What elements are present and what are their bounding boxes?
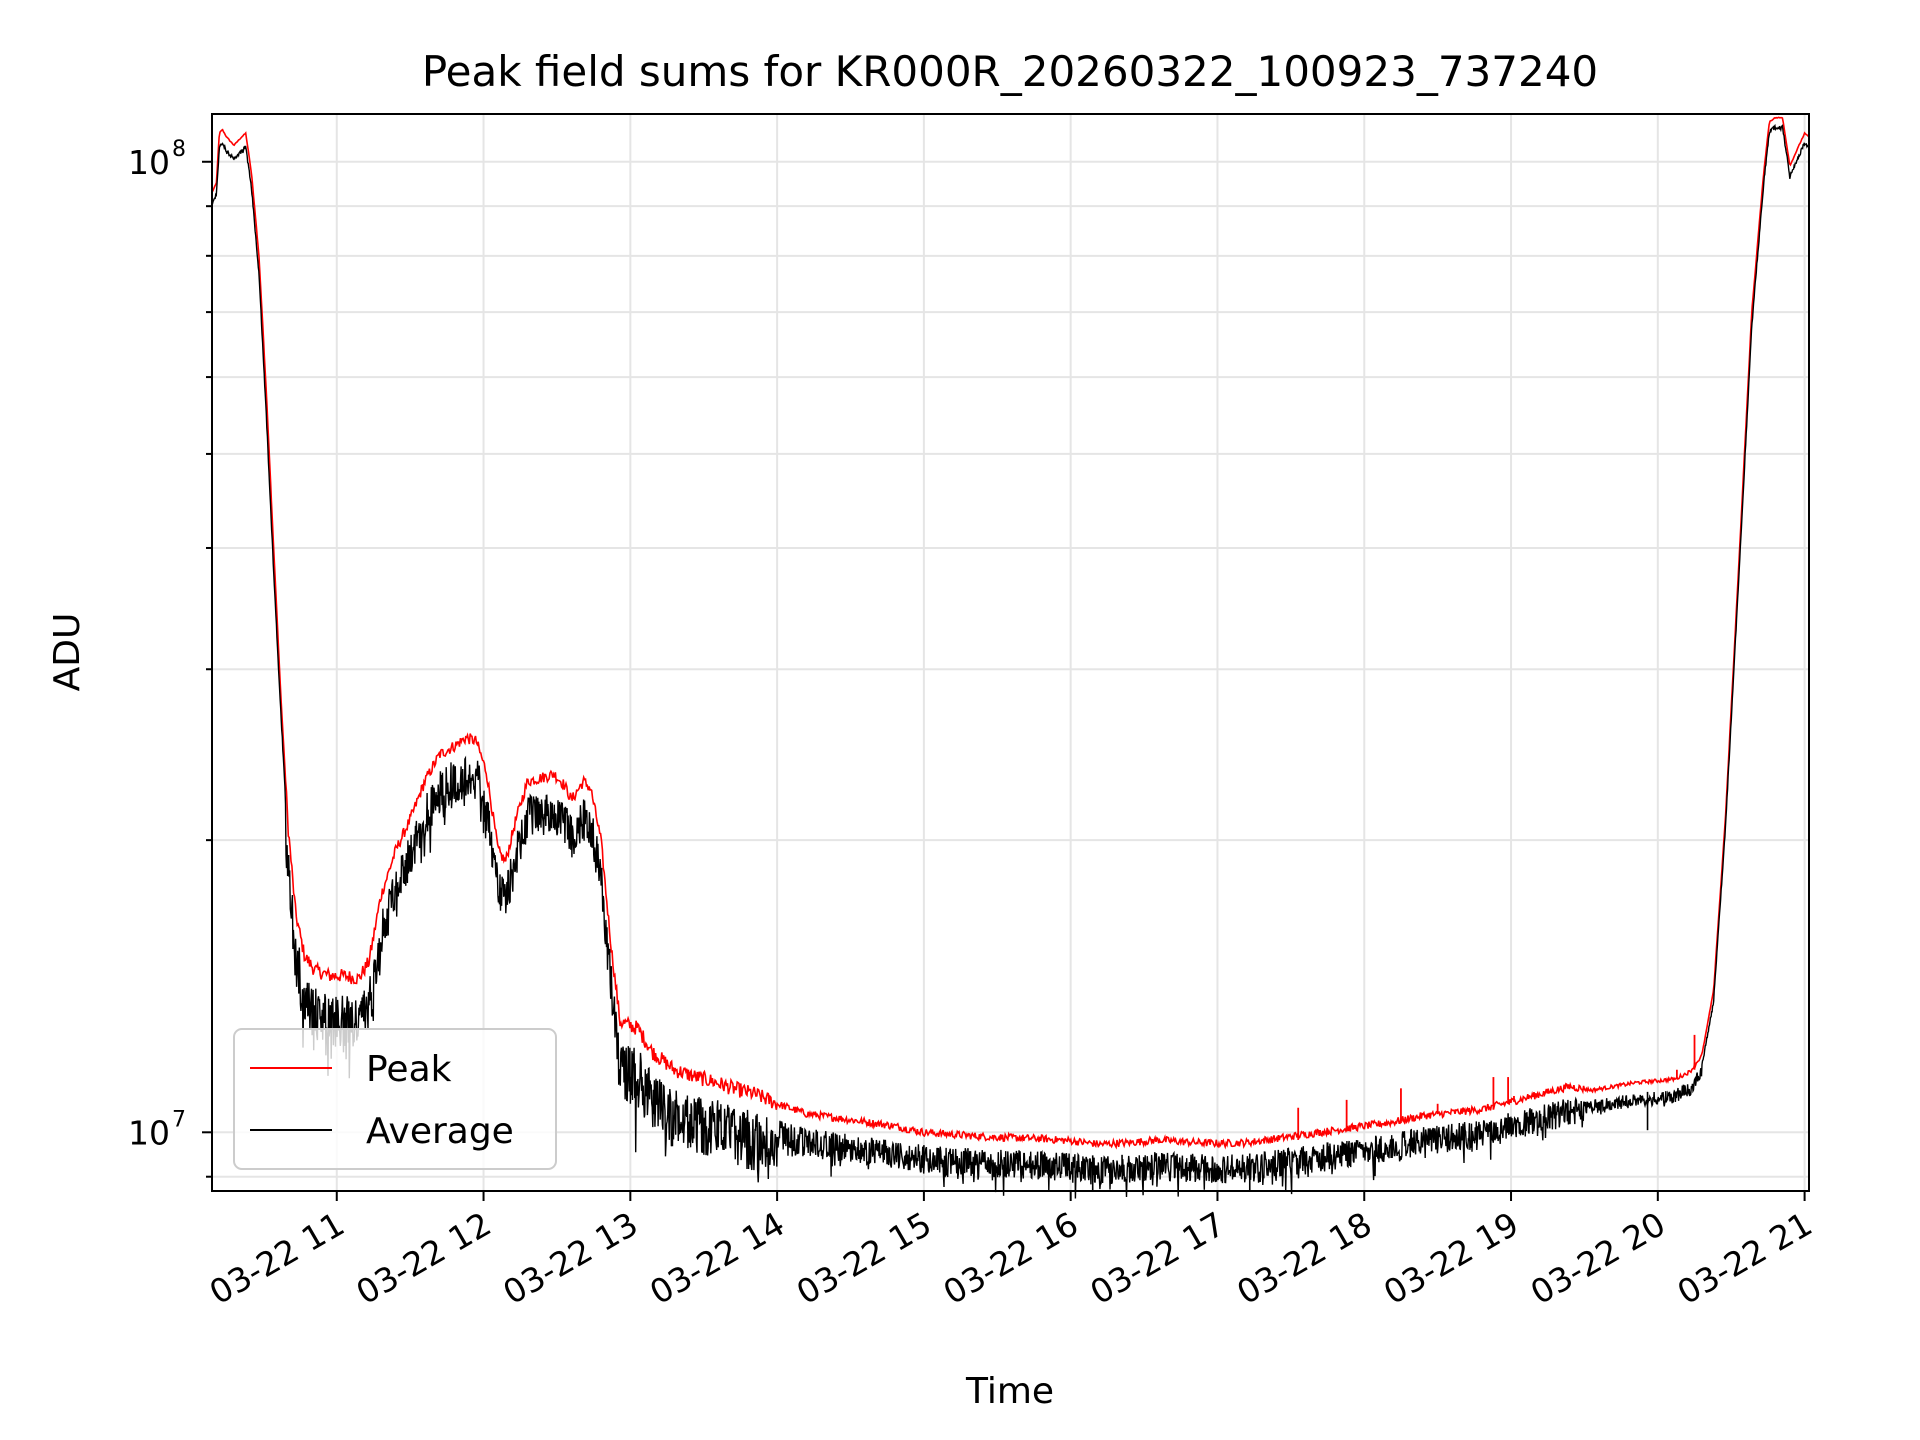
chart-title: Peak field sums for KR000R_20260322_1009… [422,47,1598,96]
legend-box [233,1028,557,1170]
legend-average-label: Average [366,1111,514,1152]
peak-series-line [211,116,1810,1150]
y-tick-label: 10 [128,143,170,182]
plot-area [211,116,1810,1199]
grid [212,114,1809,1191]
y-tick-label: 10 [128,1113,170,1152]
legend-peak-label: Peak [366,1049,452,1090]
y-tick-exponent: 7 [172,1107,186,1132]
series-layer [211,116,1810,1199]
x-axis-label: Time [965,1371,1054,1412]
y-axis-label: ADU [47,613,88,692]
y-tick-exponent: 8 [172,137,186,162]
legend: Peak Average [233,1028,557,1170]
average-series-line [211,123,1810,1199]
plot-frame [211,113,1810,1192]
